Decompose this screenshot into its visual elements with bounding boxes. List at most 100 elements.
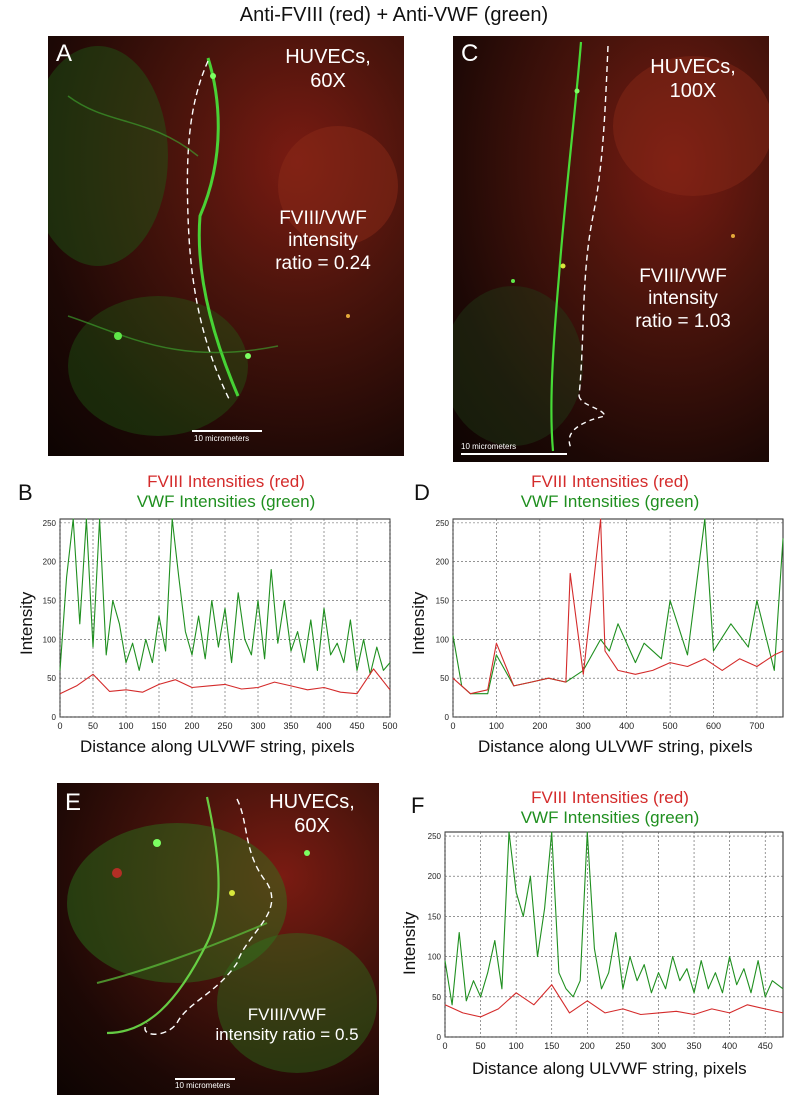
panel-a-header: HUVECs, (285, 46, 371, 68)
y-tick-label: 50 (432, 993, 441, 1002)
x-tick-label: 100 (118, 721, 133, 731)
panel-letter-c: C (461, 40, 479, 67)
chart-b-xlabel: Distance along ULVWF string, pixels (80, 737, 355, 756)
plot-f-title: FVIII Intensities (red) VWF Intensities … (440, 788, 780, 828)
plot-b-title-red: FVIII Intensities (red) (147, 472, 305, 491)
x-tick-label: 50 (476, 1041, 486, 1051)
panel-c-magnification: 100X (669, 79, 717, 102)
y-tick-label: 50 (47, 674, 56, 683)
chart-f-frame (444, 831, 784, 1038)
x-tick-label: 300 (651, 1041, 666, 1051)
figure-title: Anti-FVIII (red) + Anti-VWF (green) (239, 4, 549, 26)
panel-a-scale-label: 10 micrometers (194, 434, 250, 443)
chart-f-ylabel: Intensity (400, 911, 419, 975)
panel-c-ratio-line2: intensity (648, 288, 718, 310)
panel-e-ratio-line1: FVIII/VWF (247, 1005, 327, 1024)
panel-a-ratio-line1: FVIII/VWF (279, 208, 367, 229)
y-tick-label: 150 (436, 597, 450, 606)
y-tick-label: 150 (428, 912, 442, 921)
chart-d: 0 100 200 300 400 500 600 700 0 50 100 150 200 250 (436, 518, 784, 731)
y-tick-label: 0 (445, 713, 450, 722)
x-tick-label: 150 (544, 1041, 559, 1051)
series-line-vwf (444, 831, 784, 1006)
series-line-vwf (452, 518, 784, 695)
panel-c-ratio-label: FVIII/VWF intensity ratio = 1.03 (603, 266, 763, 333)
x-tick-label: 350 (687, 1041, 702, 1051)
panel-a-ratio-line3: ratio = 0.24 (275, 252, 371, 274)
y-tick-label: 0 (52, 713, 57, 722)
x-tick-label: 400 (619, 721, 634, 731)
x-tick-label: 200 (580, 1041, 595, 1051)
panel-a-ratio-label: FVIII/VWF intensity ratio = 0.24 (248, 208, 398, 275)
y-tick-label: 150 (43, 597, 57, 606)
x-tick-label: 100 (509, 1041, 524, 1051)
plot-letter-d: D (414, 480, 430, 505)
x-tick-label: 700 (749, 721, 764, 731)
chart-f-xlabel: Distance along ULVWF string, pixels (472, 1059, 747, 1078)
y-tick-label: 50 (440, 674, 449, 683)
y-tick-label: 100 (428, 953, 442, 962)
panel-a-magnification: 60X (310, 69, 346, 92)
series-line-vwf (59, 518, 391, 675)
panel-letter-a: A (56, 40, 73, 67)
y-tick-label: 250 (43, 519, 57, 528)
panel-e-magnification: 60X (294, 814, 330, 837)
plot-letter-f: F (411, 793, 425, 818)
plot-d-title-green: VWF Intensities (green) (520, 492, 700, 512)
panel-c-ratio-line3: ratio = 1.03 (635, 310, 731, 332)
plot-b-title-green: VWF Intensities (green) (136, 492, 316, 512)
x-tick-label: 450 (758, 1041, 773, 1051)
panel-a-cell-label: HUVECs, 60X (258, 46, 398, 93)
x-tick-label: 300 (250, 721, 265, 731)
y-tick-label: 200 (43, 558, 57, 567)
micrograph-e-image (67, 796, 377, 1080)
y-tick-label: 100 (436, 635, 450, 644)
x-tick-label: 0 (442, 1041, 447, 1051)
panel-letter-e: E (65, 789, 82, 816)
micrograph-panel-e: E HUVECs, 60X FVIII/VWF intensity ratio … (57, 783, 379, 1095)
y-tick-label: 100 (43, 635, 57, 644)
panel-e-ratio-label: FVIII/VWF intensity ratio = 0.5 (197, 1005, 377, 1045)
plot-b-title: FVIII Intensities (red) VWF Intensities … (56, 472, 396, 512)
x-tick-label: 600 (706, 721, 721, 731)
x-tick-label: 200 (532, 721, 547, 731)
plot-d-title-red: FVIII Intensities (red) (531, 472, 689, 491)
x-tick-label: 350 (283, 721, 298, 731)
chart-d-xlabel: Distance along ULVWF string, pixels (478, 737, 753, 756)
panel-c-header: HUVECs, (650, 56, 736, 78)
y-tick-label: 0 (437, 1033, 442, 1042)
x-tick-label: 150 (151, 721, 166, 731)
micrograph-panel-c: C HUVECs, 100X FVIII/VWF intensity ratio… (453, 36, 769, 462)
x-tick-label: 0 (450, 721, 455, 731)
series-line-fviii (444, 984, 784, 1018)
series-line-fviii (452, 518, 784, 695)
plot-d-title: FVIII Intensities (red) VWF Intensities … (440, 472, 780, 512)
x-tick-label: 50 (88, 721, 98, 731)
series-line-fviii (59, 668, 391, 695)
plot-f-title-red: FVIII Intensities (red) (531, 788, 689, 807)
micrograph-c-image (453, 41, 769, 455)
y-tick-label: 200 (436, 558, 450, 567)
x-tick-label: 300 (576, 721, 591, 731)
x-tick-label: 450 (349, 721, 364, 731)
panel-e-ratio-line2: intensity ratio = 0.5 (215, 1025, 359, 1045)
chart-f: 0 50 100 150 200 250 300 350 400 450 0 50 100 150 200 2… (428, 831, 784, 1051)
panel-e-scale-label: 10 micrometers (175, 1081, 231, 1090)
panel-c-cell-label: HUVECs, 100X (623, 56, 763, 103)
panel-a-ratio-line2: intensity (288, 230, 358, 252)
micrograph-panel-a: A HUVECs, 60X FVIII/VWF intensity ratio … (48, 36, 404, 456)
plot-letter-b: B (18, 480, 33, 505)
panel-e-header: HUVECs, (269, 791, 355, 813)
x-tick-label: 200 (184, 721, 199, 731)
y-tick-label: 200 (428, 872, 442, 881)
x-tick-label: 400 (722, 1041, 737, 1051)
x-tick-label: 500 (663, 721, 678, 731)
panel-e-cell-label: HUVECs, 60X (247, 791, 377, 838)
chart-b: 0 50 100 150 200 250 300 350 400 450 500 0 50 100 150 2… (43, 518, 398, 731)
micrograph-a-image (48, 46, 398, 436)
x-tick-label: 400 (316, 721, 331, 731)
x-tick-label: 250 (217, 721, 232, 731)
y-tick-label: 250 (436, 519, 450, 528)
plot-f-title-green: VWF Intensities (green) (520, 808, 700, 828)
x-tick-label: 250 (615, 1041, 630, 1051)
